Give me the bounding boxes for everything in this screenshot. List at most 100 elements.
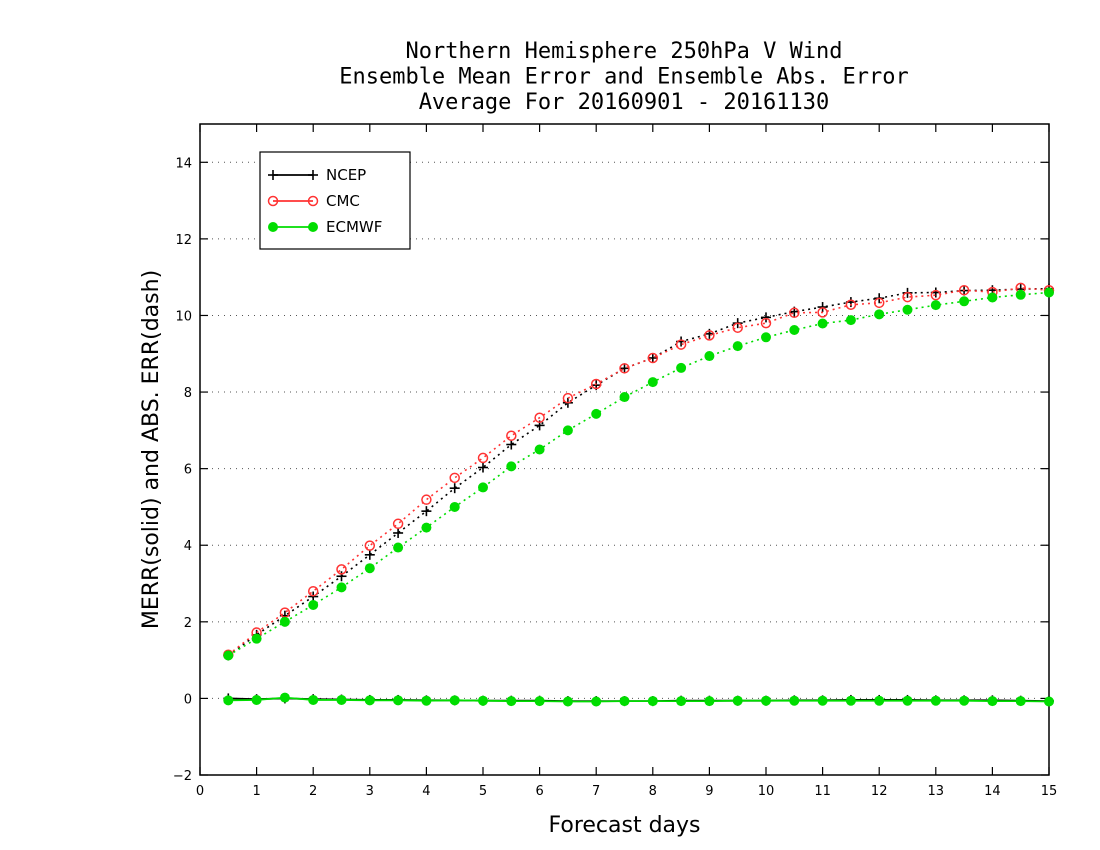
x-tick-label: 9 bbox=[705, 784, 713, 799]
ecmwf-mean-error-point bbox=[845, 695, 856, 706]
ecmwf-mean-error-point bbox=[676, 696, 687, 707]
ncep-abs-error-point bbox=[421, 506, 432, 517]
ncep-abs-error-point bbox=[393, 527, 404, 538]
x-tick-label: 10 bbox=[758, 784, 775, 799]
ecmwf-mean-error-point bbox=[1015, 696, 1026, 707]
y-tick-label: 6 bbox=[184, 463, 192, 478]
ecmwf-abs-error-point bbox=[1044, 287, 1054, 298]
x-tick-label: 6 bbox=[535, 784, 543, 799]
ncep-abs-error-point bbox=[308, 591, 319, 602]
legend-marker bbox=[267, 195, 279, 207]
ncep-abs-error-point bbox=[761, 312, 771, 323]
ecmwf-mean-error-point bbox=[534, 696, 545, 707]
ecmwf-abs-error-point bbox=[874, 309, 885, 320]
cmc-abs-error-point bbox=[477, 452, 489, 464]
ecmwf-abs-error-point bbox=[364, 563, 375, 574]
cmc-abs-error-point bbox=[562, 392, 574, 404]
legend-item-ecmwf: ECMWF bbox=[268, 218, 382, 236]
cmc-abs-error-point bbox=[534, 412, 545, 423]
ecmwf-mean-error-point bbox=[336, 694, 347, 705]
ecmwf-abs-error-point bbox=[562, 425, 573, 436]
ecmwf-mean-error-point bbox=[364, 695, 375, 706]
x-tick-label: 2 bbox=[309, 784, 317, 799]
y-tick-label: 0 bbox=[184, 692, 192, 707]
ecmwf-abs-error-point bbox=[534, 444, 545, 455]
ecmwf-abs-error-point bbox=[591, 408, 602, 419]
x-tick-label: 8 bbox=[649, 784, 657, 799]
ecmwf-mean-error-point bbox=[647, 696, 658, 707]
x-axis: 0 1 2 3 4 5 6 7 8 9 10 11 12 13 14 15 bbox=[196, 124, 1057, 799]
legend-marker bbox=[268, 170, 278, 180]
x-tick-label: 13 bbox=[928, 784, 945, 799]
cmc-abs-error-point bbox=[449, 472, 460, 484]
ncep-abs-error-line bbox=[227, 287, 1050, 657]
ecmwf-mean-error-point bbox=[732, 695, 743, 706]
legend-label: ECMWF bbox=[326, 218, 382, 236]
series-ncep bbox=[223, 283, 1054, 707]
cmc-abs-error-point bbox=[392, 518, 404, 530]
ncep-abs-error-point bbox=[506, 439, 517, 450]
y-tick-label: 2 bbox=[184, 616, 192, 631]
legend-item-ncep: NCEP bbox=[268, 166, 366, 184]
ecmwf-abs-error-point bbox=[647, 377, 658, 388]
series-ecmwf bbox=[223, 287, 1054, 707]
ecmwf-abs-error-point bbox=[789, 325, 800, 336]
legend-marker bbox=[308, 170, 318, 180]
ecmwf-mean-error-point bbox=[1044, 696, 1054, 707]
title-line-3: Average For 20160901 - 20161130 bbox=[419, 90, 830, 115]
x-tick-label: 0 bbox=[196, 784, 204, 799]
cmc-abs-error-line bbox=[227, 287, 1050, 656]
cmc-abs-error-point bbox=[336, 564, 347, 575]
ecmwf-abs-error-point bbox=[902, 304, 913, 315]
legend-marker bbox=[307, 195, 319, 207]
legend-label: CMC bbox=[326, 192, 360, 210]
y-tick-label: 14 bbox=[175, 156, 192, 171]
x-tick-label: 15 bbox=[1041, 784, 1058, 799]
plot-frame bbox=[199, 123, 1050, 776]
ncep-abs-error-point bbox=[336, 571, 347, 582]
x-tick-label: 1 bbox=[252, 784, 260, 799]
ecmwf-abs-error-point bbox=[449, 501, 460, 512]
ecmwf-mean-error-point bbox=[478, 695, 488, 706]
y-tick-label: 4 bbox=[184, 539, 192, 554]
cmc-abs-error-point bbox=[619, 363, 630, 374]
y-axis: −2 0 2 4 6 8 10 12 14 bbox=[173, 156, 1049, 784]
ecmwf-abs-error-point bbox=[987, 292, 998, 303]
ecmwf-mean-error-point bbox=[959, 695, 970, 706]
legend-item-cmc: CMC bbox=[267, 192, 360, 210]
x-tick-label: 11 bbox=[814, 784, 831, 799]
ncep-abs-error-point bbox=[478, 462, 488, 473]
cmc-abs-error-point bbox=[845, 299, 857, 310]
series-cmc bbox=[223, 282, 1055, 661]
ecmwf-abs-error-point bbox=[732, 341, 743, 352]
ncep-abs-error-point bbox=[647, 352, 658, 363]
cmc-abs-error-point bbox=[902, 291, 913, 303]
y-tick-label: −2 bbox=[173, 769, 192, 784]
ecmwf-mean-error-point bbox=[279, 692, 290, 703]
ecmwf-mean-error-point bbox=[619, 696, 630, 707]
legend-marker bbox=[308, 222, 318, 232]
ncep-abs-error-point bbox=[817, 302, 828, 313]
ecmwf-mean-error-point bbox=[421, 695, 432, 706]
ecmwf-abs-error-line bbox=[227, 291, 1050, 657]
x-tick-label: 3 bbox=[366, 784, 374, 799]
ecmwf-abs-error-point bbox=[223, 650, 234, 661]
title-line-1: Northern Hemisphere 250hPa V Wind bbox=[405, 39, 842, 64]
y-tick-label: 12 bbox=[175, 233, 192, 248]
ecmwf-abs-error-point bbox=[421, 522, 432, 533]
ecmwf-mean-error-point bbox=[704, 696, 715, 707]
cmc-abs-error-point bbox=[364, 540, 376, 551]
cmc-abs-error-point bbox=[590, 378, 602, 390]
ncep-abs-error-point bbox=[619, 363, 630, 374]
cmc-abs-error-point bbox=[421, 494, 432, 505]
ecmwf-mean-error-point bbox=[789, 695, 800, 706]
cmc-abs-error-point bbox=[930, 289, 942, 301]
x-tick-label: 14 bbox=[984, 784, 1001, 799]
ecmwf-mean-error-point bbox=[902, 695, 913, 706]
ecmwf-mean-error-point bbox=[761, 695, 771, 706]
ecmwf-mean-error-point bbox=[308, 694, 319, 705]
y-tick-label: 8 bbox=[184, 386, 192, 401]
legend-marker bbox=[268, 222, 278, 232]
ecmwf-abs-error-point bbox=[506, 461, 517, 472]
